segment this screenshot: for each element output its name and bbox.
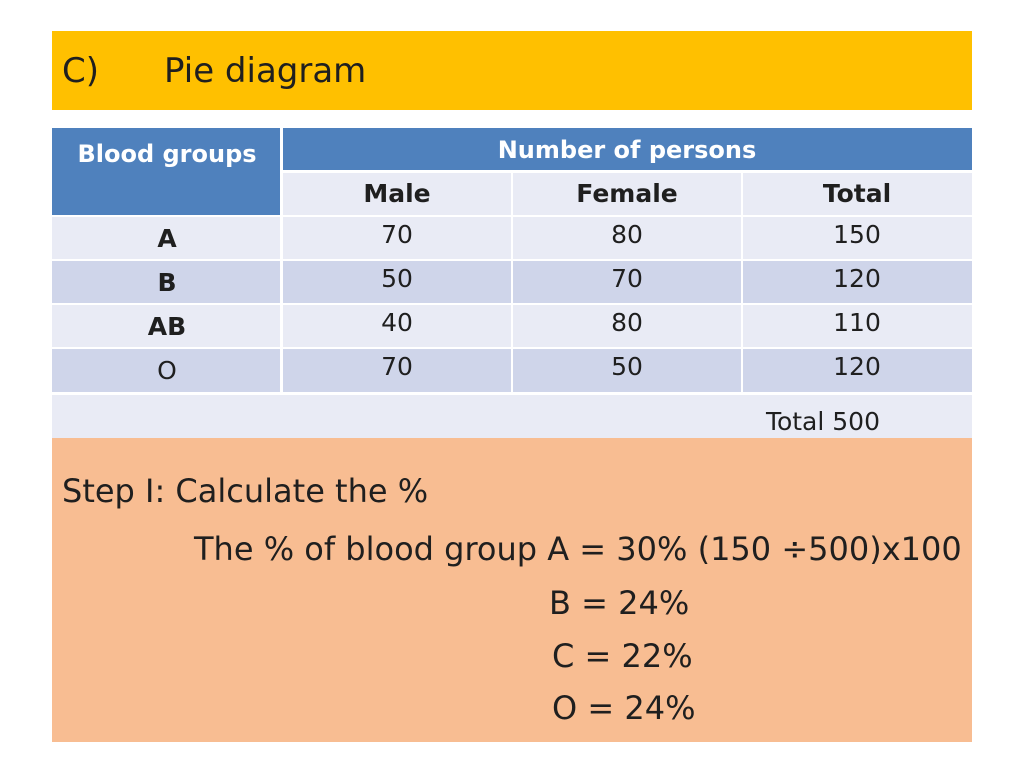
blood-group-table: Blood groups Number of persons Male Fema… [52, 128, 972, 438]
row-b-group: B [52, 260, 282, 304]
step-line-a: The % of blood group A = 30% (150 ÷500)x… [194, 530, 962, 568]
row-a-female: 80 [512, 216, 742, 260]
row-b-female: 70 [512, 260, 742, 304]
row-a-male: 70 [282, 216, 512, 260]
title-bar: C) Pie diagram [52, 31, 972, 110]
step-line-b: B = 24% [549, 584, 690, 622]
grid-line [52, 392, 972, 395]
subheader-male: Male [282, 171, 512, 215]
step-line-o: O = 24% [552, 689, 696, 727]
row-ab-total: 110 [742, 304, 972, 348]
row-a-total: 150 [742, 216, 972, 260]
grid-line [52, 303, 972, 305]
step-line-c: C = 22% [552, 637, 693, 675]
row-ab-male: 40 [282, 304, 512, 348]
subheader-total: Total [742, 171, 972, 215]
row-ab-group: AB [52, 304, 282, 348]
grid-line [52, 259, 972, 261]
title-letter: C) [62, 51, 100, 91]
row-o-male: 70 [282, 348, 512, 393]
grid-line [741, 171, 743, 394]
header-blood-groups: Blood groups [52, 128, 282, 215]
grid-line [280, 128, 283, 394]
grid-line [511, 171, 513, 394]
slide-title: Pie diagram [164, 51, 367, 91]
row-o-total: 120 [742, 348, 972, 393]
step-heading: Step I: Calculate the % [62, 472, 429, 510]
header-number-of-persons: Number of persons [282, 128, 972, 171]
subheader-female: Female [512, 171, 742, 215]
row-o-female: 50 [512, 348, 742, 393]
grid-line [52, 347, 972, 349]
row-a-group: A [52, 216, 282, 260]
row-o-group: O [52, 348, 282, 393]
row-b-total: 120 [742, 260, 972, 304]
grand-total: Total 500 [52, 394, 972, 438]
grid-line [282, 170, 972, 173]
grid-line [52, 215, 972, 217]
row-ab-female: 80 [512, 304, 742, 348]
step-box: Step I: Calculate the % The % of blood g… [52, 438, 972, 742]
row-b-male: 50 [282, 260, 512, 304]
